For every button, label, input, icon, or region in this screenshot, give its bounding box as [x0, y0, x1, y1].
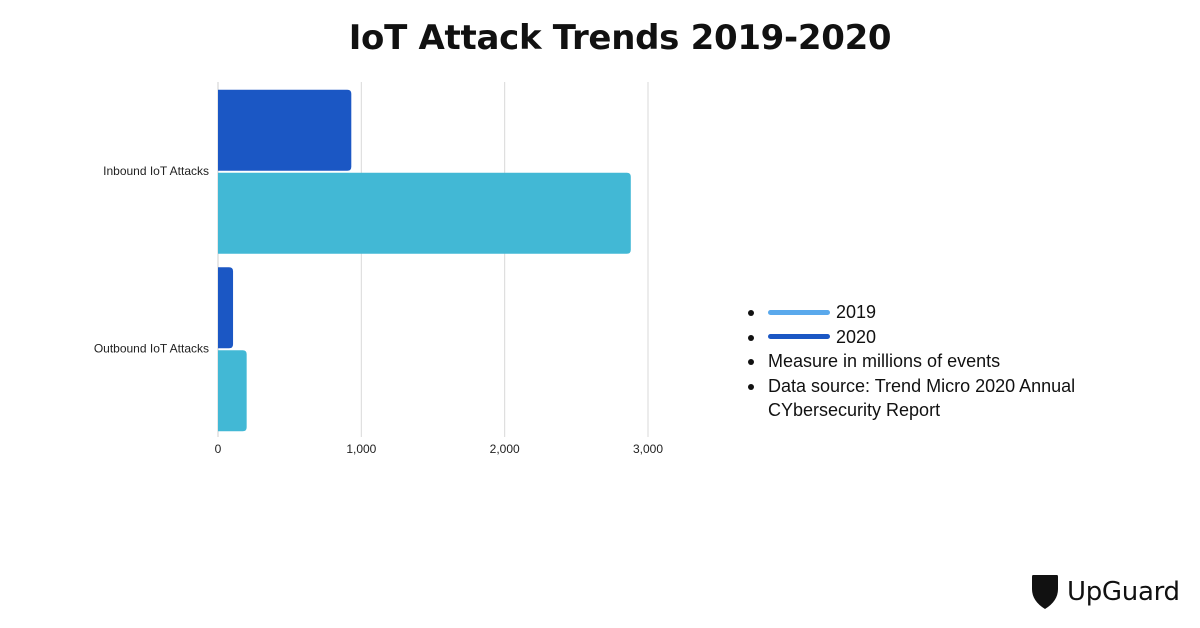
chart-title: IoT Attack Trends 2019-2020: [348, 18, 892, 58]
bar-2020-0: [218, 89, 352, 171]
legend-label: 2020: [836, 326, 877, 347]
upguard-logo: UpGuard: [1031, 573, 1180, 611]
upguard-shield-icon: [1032, 575, 1058, 609]
x-tick-label: 2,000: [490, 442, 520, 456]
axes: 0 1,000 2,000 3,000 Inbound IoT Attacks Outbo…: [94, 164, 664, 456]
y-category-label: Outbound IoT Attacks: [94, 341, 209, 355]
x-tick-label: 1,000: [346, 442, 376, 456]
legend-note-units: Measure in millions of events: [745, 349, 1105, 374]
legend-note-source: Data source: Trend Micro 2020 Annual CYb…: [745, 374, 1105, 423]
legend-label: Data source: Trend Micro 2020 Annual CYb…: [768, 375, 1076, 421]
bar-2019-1: [218, 350, 247, 432]
chart-legend: 2019 2020 Measure in millions of events …: [745, 300, 1105, 423]
legend-swatch-2020: [768, 334, 830, 340]
logo-text: UpGuard: [1067, 577, 1180, 607]
y-category-label: Inbound IoT Attacks: [103, 164, 209, 178]
legend-item-2019: 2019: [745, 300, 1105, 325]
x-tick-label: 3,000: [633, 442, 663, 456]
bar-2020-1: [218, 267, 234, 349]
legend-label: 2019: [836, 302, 877, 322]
bars: [218, 89, 631, 432]
legend-item-2020: 2020: [745, 325, 1105, 350]
legend-label: Measure in millions of events: [768, 351, 1001, 371]
bar-2019-0: [218, 172, 631, 254]
x-tick-label: 0: [215, 442, 222, 456]
legend-swatch-2019: [768, 309, 830, 315]
